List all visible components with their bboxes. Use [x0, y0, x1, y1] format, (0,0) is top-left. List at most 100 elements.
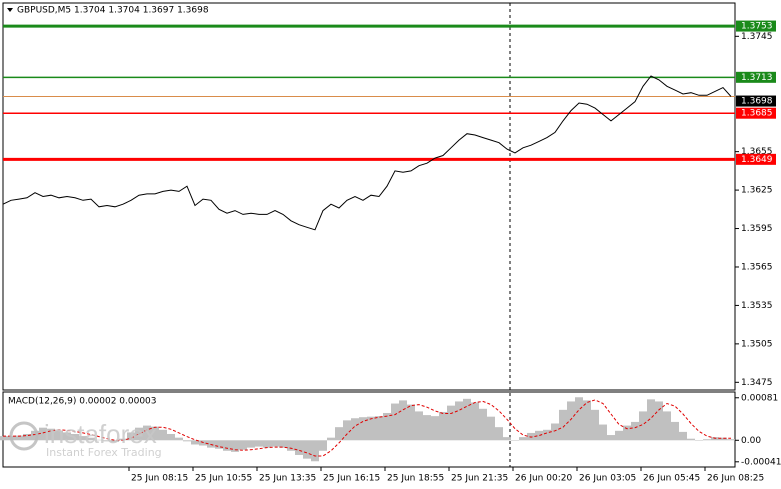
macd-bar	[191, 440, 199, 445]
macd-bar	[255, 440, 263, 447]
macd-bar	[591, 409, 599, 441]
macd-bar	[239, 440, 247, 450]
macd-bar	[511, 440, 519, 441]
symbol-menu[interactable]	[7, 8, 13, 12]
macd-bar	[295, 440, 303, 455]
macd-bar	[415, 411, 423, 441]
x-tick-label: 26 Jun 08:25	[707, 474, 764, 484]
macd-bar	[327, 437, 335, 441]
macd-bar	[71, 433, 79, 441]
macd-bar	[487, 416, 495, 441]
x-tick-label: 25 Jun 10:55	[195, 474, 252, 484]
macd-bar	[87, 437, 95, 441]
macd-bar	[479, 408, 487, 441]
macd-bar	[719, 437, 727, 441]
macd-bar	[647, 399, 655, 441]
logo-icon	[9, 421, 39, 451]
macd-bar	[167, 433, 175, 441]
y-tick-label: 0.00081	[741, 393, 778, 403]
brand: instaforex	[44, 419, 157, 449]
macd-bar	[407, 404, 415, 441]
macd-bar	[311, 440, 319, 462]
x-tick-label: 25 Jun 21:35	[451, 474, 508, 484]
macd-bar	[47, 428, 55, 441]
level-tag	[736, 153, 776, 165]
macd-bar	[0, 436, 7, 441]
macd-bar	[439, 411, 447, 441]
macd-bar	[471, 402, 479, 441]
macd-bar	[503, 437, 511, 441]
macd-bar	[303, 440, 311, 459]
macd-bar	[143, 425, 151, 441]
level-tag	[736, 20, 776, 32]
last-price-tag	[736, 95, 776, 107]
macd-bar	[207, 440, 215, 448]
y-tick-label: 1.3535	[741, 301, 773, 311]
macd-bar	[391, 403, 399, 441]
macd-bar	[215, 440, 223, 449]
macd-bar	[367, 416, 375, 441]
watermark: instaforex Instant Forex Trading	[9, 419, 162, 459]
macd-bar	[695, 440, 703, 441]
x-tick-label: 26 Jun 00:20	[515, 474, 572, 484]
macd-bar	[671, 421, 679, 441]
macd-title: MACD(12,26,9) 0.00002 0.00003	[8, 397, 157, 407]
macd-bar	[127, 432, 135, 441]
macd-bar	[31, 430, 39, 441]
macd-bar	[159, 429, 167, 441]
x-tick-label: 25 Jun 18:55	[387, 474, 444, 484]
macd-bar	[351, 418, 359, 441]
macd-bar	[727, 439, 735, 441]
macd-bar	[687, 438, 695, 441]
macd-bar	[535, 430, 543, 441]
macd-bar	[583, 400, 591, 441]
y-tick-label: 1.3625	[741, 186, 773, 196]
y-tick-label: 0.00	[741, 436, 761, 446]
macd-bar	[447, 405, 455, 441]
macd-bar	[599, 424, 607, 441]
macd-bar	[279, 440, 287, 448]
macd-bar	[519, 437, 527, 441]
macd-bar	[703, 439, 711, 441]
macd-bar	[231, 440, 239, 452]
macd-bar	[575, 397, 583, 441]
y-tick-label: 1.3505	[741, 339, 773, 349]
macd-bar	[335, 427, 343, 441]
macd-bar	[679, 431, 687, 441]
macd-bar	[607, 435, 615, 441]
macd-bar	[559, 409, 567, 441]
macd-bar	[63, 432, 71, 441]
macd-bar	[495, 427, 503, 441]
macd-bar	[463, 398, 471, 441]
tagline: Instant Forex Trading	[46, 446, 162, 459]
x-tick-label: 25 Jun 13:35	[259, 474, 316, 484]
macd-bar	[639, 411, 647, 441]
x-tick-label: 26 Jun 05:45	[643, 474, 700, 484]
macd-bar	[151, 426, 159, 441]
macd-bar	[399, 400, 407, 441]
macd-bar	[103, 440, 111, 442]
macd-bar	[383, 412, 391, 441]
macd-bar	[375, 416, 383, 441]
macd-bar	[111, 440, 119, 442]
y-tick-label: 1.3655	[741, 147, 773, 157]
macd-bar	[39, 427, 47, 441]
price-line	[2, 75, 732, 231]
level-label: 1.3713	[741, 73, 773, 83]
level-label: 1.3685	[741, 109, 773, 119]
macd-bar	[359, 417, 367, 441]
macd-bar	[655, 401, 663, 441]
macd-bar	[119, 438, 127, 441]
macd-bar	[135, 427, 143, 441]
macd-bar	[287, 440, 295, 451]
y-tick-label: 1.3745	[741, 32, 773, 42]
macd-bar	[319, 440, 327, 451]
macd-bar	[623, 425, 631, 441]
macd-bar	[263, 440, 271, 448]
level-tag	[736, 107, 776, 119]
x-tick-label: 25 Jun 08:15	[131, 474, 188, 484]
macd-bar	[663, 411, 671, 441]
macd-frame	[2, 391, 736, 468]
signal-line	[3, 399, 731, 457]
